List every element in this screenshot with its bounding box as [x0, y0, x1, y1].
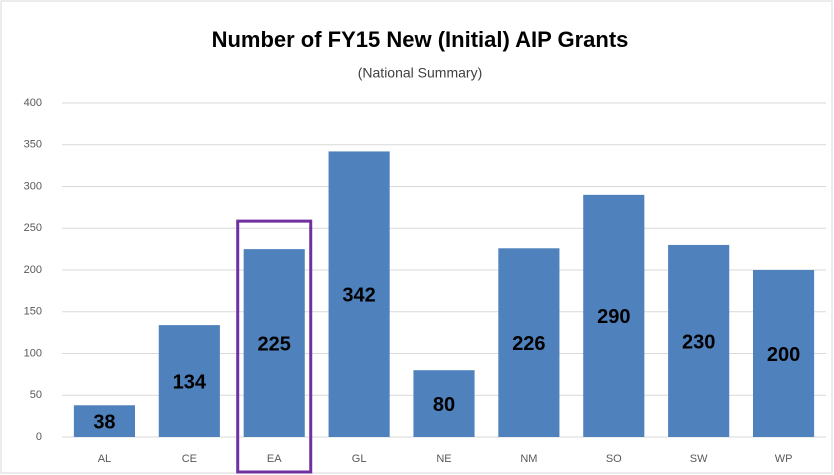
data-label: 80: [433, 394, 455, 416]
x-tick-label: GL: [352, 453, 367, 465]
x-tick-label: EA: [267, 453, 282, 465]
chart-title: Number of FY15 New (Initial) AIP Grants: [212, 27, 629, 52]
bar: [752, 270, 815, 437]
data-label: 38: [93, 411, 115, 433]
x-tick-label: WP: [775, 453, 793, 465]
data-label: 226: [512, 333, 545, 355]
bar: [668, 244, 730, 437]
y-tick-label: 150: [24, 306, 42, 318]
bar: [158, 325, 220, 437]
data-label: 290: [597, 306, 630, 328]
bar: [73, 405, 136, 437]
bar: [328, 151, 390, 437]
y-tick-label: 200: [24, 264, 42, 276]
y-tick-label: 250: [24, 222, 42, 234]
y-tick-label: 300: [24, 180, 42, 192]
bar: [498, 248, 560, 437]
bar: [243, 249, 305, 437]
y-tick-label: 0: [36, 431, 42, 443]
highlight-box: [236, 219, 313, 474]
y-tick-label: 400: [24, 97, 42, 109]
y-tick-label: 100: [24, 347, 42, 359]
x-tick-label: NE: [436, 453, 451, 465]
data-label: 200: [767, 344, 800, 366]
data-label: 225: [258, 333, 291, 355]
data-label: 342: [342, 284, 375, 306]
x-tick-label: CE: [182, 453, 197, 465]
x-tick-label: SO: [606, 453, 622, 465]
chart-subtitle: (National Summary): [358, 65, 482, 81]
y-tick-label: 50: [30, 389, 42, 401]
y-tick-label: 350: [24, 139, 42, 151]
bar: [413, 370, 475, 437]
data-label: 230: [682, 331, 715, 353]
x-tick-label: AL: [98, 453, 111, 465]
bar: [583, 194, 645, 437]
x-tick-label: NM: [520, 453, 537, 465]
x-tick-label: SW: [690, 453, 708, 465]
data-label: 134: [173, 371, 207, 393]
